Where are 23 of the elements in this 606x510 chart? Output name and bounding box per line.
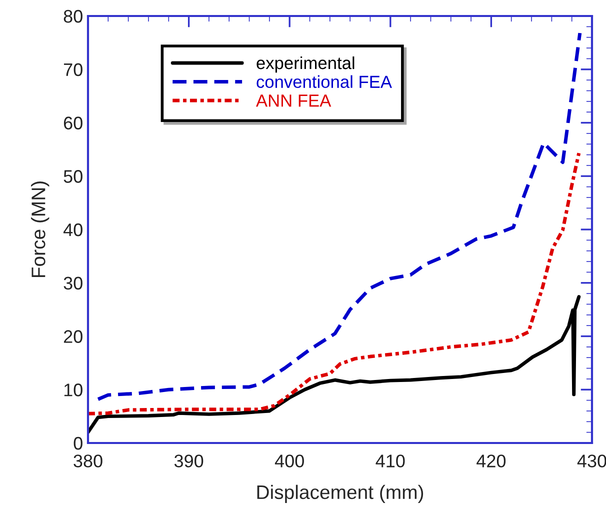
y-tick-label: 0 [74,436,82,450]
x-tick-label: 400 [274,454,304,468]
y-tick-label: 70 [64,63,82,76]
y-tick-label: 50 [64,170,82,183]
line-series [96,31,582,401]
y-tick-label: 10 [64,384,82,396]
x-tick-label: 380 [74,454,102,468]
legend-label: conventional FEA [256,75,392,88]
y-tick-label: 30 [64,276,82,290]
y-tick-label: 80 [64,10,82,23]
legend-label: ANN FEA [256,94,332,107]
y-tick-label: 60 [64,116,82,130]
y-tick-label: 40 [63,223,82,236]
x-tick-label: 420 [476,454,506,468]
line-series [88,295,581,434]
y-axis-title: Force (MN) [31,182,50,278]
x-tick-label: 430 [577,454,606,468]
x-tick-label: 390 [174,454,204,468]
x-tick-label: 410 [376,454,405,468]
line-series [88,151,581,416]
legend-label: experimental [256,56,354,73]
x-axis-title: Displacement (mm) [257,484,424,503]
y-tick-label: 20 [64,330,82,343]
